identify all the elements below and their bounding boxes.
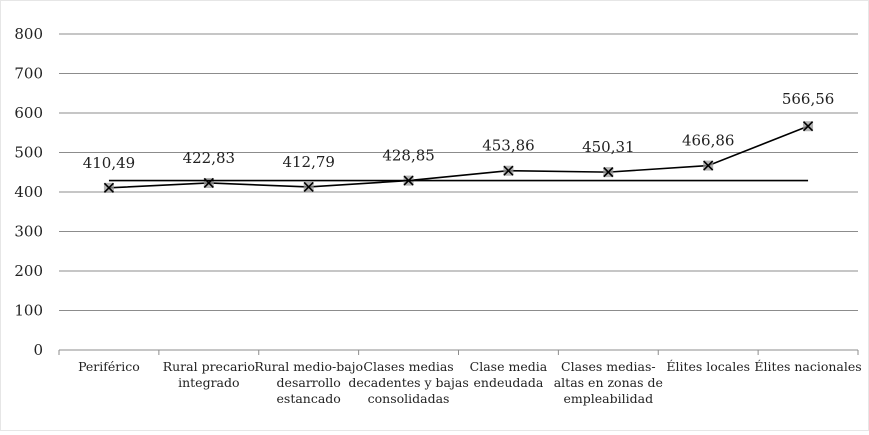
series-line: [108, 125, 809, 189]
data-label: 466,86: [682, 132, 735, 150]
data-point-marker: [103, 182, 115, 193]
x-tick-label: Clases medias decadentes y bajas consolida…: [348, 359, 468, 406]
data-point-marker: [802, 121, 814, 132]
data-label: 566,56: [782, 90, 835, 108]
data-label: 450,31: [582, 138, 635, 156]
marker-cross-b: [603, 167, 614, 178]
data-point-marker: [203, 177, 214, 189]
marker-cross-b: [802, 121, 814, 132]
data-labels: 410,49 422,83 412,79 428,85 453,86 450,31 466,…: [83, 90, 835, 172]
data-label: 410,49: [83, 154, 136, 172]
x-tick-label: Clase media endeudada: [470, 359, 548, 390]
marker-cross-b: [703, 160, 714, 171]
x-tick-label: Élites nacionales: [754, 359, 861, 374]
x-tick-label: Periférico: [78, 359, 140, 374]
y-tick-label: 200: [14, 262, 43, 280]
data-label: 422,83: [183, 149, 236, 167]
y-tick-label: 500: [14, 144, 43, 162]
data-point-marker: [303, 181, 314, 193]
marker-cross-b: [303, 181, 314, 193]
x-tick-label: Élites locales: [666, 359, 750, 374]
x-tick-label: Rural precario integrado: [163, 359, 255, 390]
y-axis: 0 100 200 300 400 500 600 700 800: [14, 25, 43, 359]
marker-cross-b: [503, 165, 514, 176]
y-tick-label: 300: [14, 223, 43, 241]
x-tick-label: Clases medias-altas en zonas de empleabil…: [554, 359, 663, 406]
data-point-marker: [703, 160, 714, 171]
data-label: 453,86: [482, 137, 535, 155]
data-point-marker: [503, 165, 514, 176]
y-tick-label: 700: [14, 65, 43, 83]
y-tick-label: 100: [14, 302, 43, 320]
data-label: 412,79: [282, 153, 335, 171]
x-tick-label: Rural medio-bajo desarrollo estancado: [254, 359, 363, 406]
series: [103, 121, 814, 193]
y-tick-label: 800: [14, 25, 43, 43]
marker-cross-b: [103, 182, 115, 193]
gridlines: [59, 33, 858, 311]
data-point-marker: [603, 167, 614, 178]
y-tick-label: 400: [14, 183, 43, 201]
y-tick-label: 0: [33, 341, 43, 359]
y-tick-label: 600: [14, 104, 43, 122]
data-label: 428,85: [382, 147, 435, 165]
